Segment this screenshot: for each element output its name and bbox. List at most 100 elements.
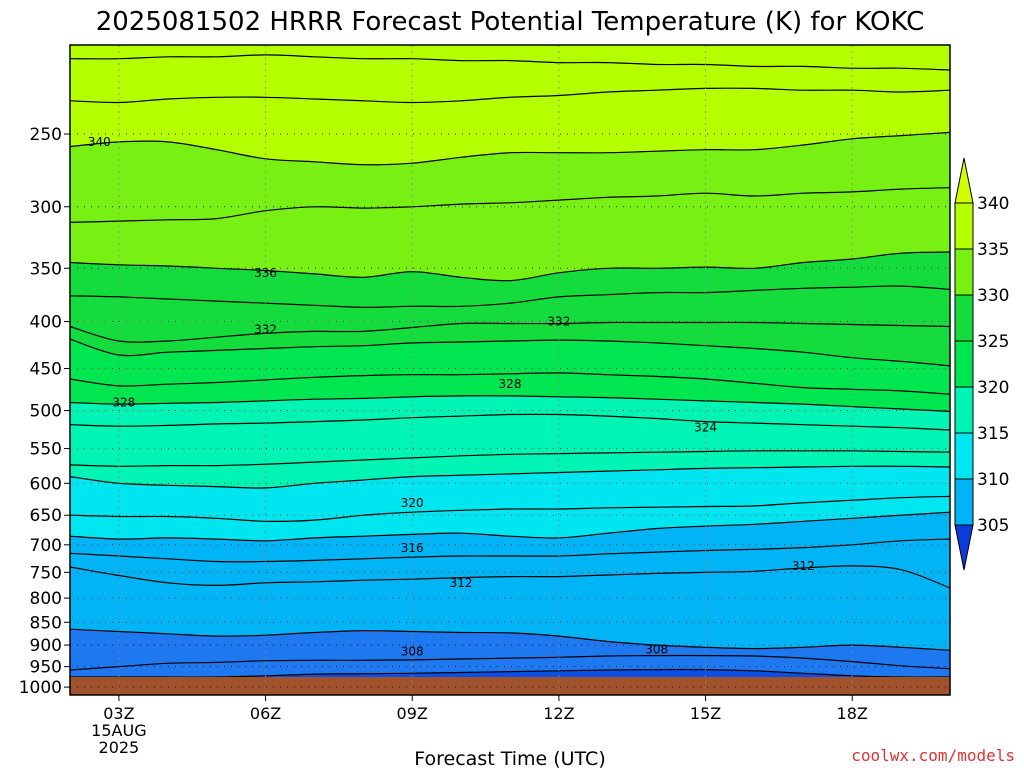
contour-label-328: 328 bbox=[499, 377, 522, 391]
x-tick-label-12z: 12Z bbox=[543, 704, 574, 723]
isotherm-316 bbox=[70, 511, 950, 542]
contour-label-312: 312 bbox=[792, 559, 815, 573]
y-tick-label-300: 300 bbox=[30, 198, 62, 218]
y-tick-label-950: 950 bbox=[30, 658, 62, 678]
contour-label-340: 340 bbox=[88, 135, 111, 149]
isotherm-330 bbox=[70, 338, 950, 367]
contour-label-308: 308 bbox=[645, 642, 668, 656]
colorbar-segment-1 bbox=[954, 248, 974, 296]
isotherm-326 bbox=[70, 395, 950, 412]
x-tick-label-15z: 15Z bbox=[690, 704, 721, 723]
plot-area: 340 336 332 332 328 328 324 320 316 312 312 308 308 bbox=[69, 44, 951, 696]
y-tick-label-800: 800 bbox=[30, 589, 62, 609]
y-tick-label-1000: 1000 bbox=[19, 678, 62, 698]
y-tick-label-600: 600 bbox=[30, 474, 62, 494]
fill-band-340 bbox=[70, 45, 950, 165]
contour-label-text: 320 bbox=[401, 496, 424, 510]
contour-label-332: 332 bbox=[254, 322, 277, 336]
contour-label-text: 336 bbox=[254, 266, 277, 280]
y-tick-label-350: 350 bbox=[30, 259, 62, 279]
isotherm-318 bbox=[70, 495, 950, 522]
colorbar-arrow-bottom bbox=[954, 524, 974, 571]
isotherm-312 bbox=[70, 565, 950, 589]
contour-label-text: 328 bbox=[112, 396, 135, 410]
colorbar-segment-5 bbox=[954, 432, 974, 480]
x-tick-label-06z: 06Z bbox=[250, 704, 281, 723]
contour-label-text: 308 bbox=[645, 642, 668, 656]
contour-labels: 340 336 332 332 328 328 324 320 316 312 312 308 308 bbox=[88, 135, 815, 659]
contour-label-312: 312 bbox=[450, 576, 473, 590]
y-tick-label-750: 750 bbox=[30, 563, 62, 583]
contour-label-324: 324 bbox=[694, 421, 717, 435]
colorbar: 340 335 330 325 320 315 310 305 bbox=[954, 157, 1009, 571]
x-axis-label: Forecast Time (UTC) bbox=[414, 748, 605, 768]
y-tick-label-450: 450 bbox=[30, 360, 62, 380]
plot-frame bbox=[69, 44, 951, 696]
isotherm-328 bbox=[70, 372, 950, 395]
terrain-mask bbox=[70, 676, 950, 695]
y-tick-label-500: 500 bbox=[30, 402, 62, 422]
contour-label-308: 308 bbox=[401, 645, 424, 659]
colorbar-segment-3 bbox=[954, 340, 974, 388]
colorbar-label-330: 330 bbox=[977, 286, 1009, 306]
isotherm-322 bbox=[70, 450, 950, 467]
contour-label-text: 308 bbox=[401, 645, 424, 659]
isotherm-342 bbox=[70, 87, 950, 104]
isotherm-320 bbox=[70, 465, 950, 489]
y-tick-label-850: 850 bbox=[30, 613, 62, 633]
isotherm-338 bbox=[70, 187, 950, 223]
y-axis-ticks: 250 300 350 400 450 500 550 600 650 700 750 800 850 9… bbox=[19, 125, 70, 698]
colorbar-arrow-top bbox=[954, 157, 974, 204]
contour-label-332: 332 bbox=[547, 315, 570, 329]
y-tick-label-550: 550 bbox=[30, 440, 62, 460]
colorbar-label-310: 310 bbox=[977, 470, 1009, 490]
contour-label-text: 340 bbox=[88, 135, 111, 149]
contour-label-320: 320 bbox=[401, 496, 424, 510]
x-tick-label-2025: 2025 bbox=[99, 738, 140, 757]
contour-label-316: 316 bbox=[401, 541, 424, 555]
x-tick-label-18z: 18Z bbox=[837, 704, 868, 723]
contour-label-text: 312 bbox=[792, 559, 815, 573]
contour-label-text: 332 bbox=[254, 322, 277, 336]
grid-lines bbox=[70, 45, 950, 695]
isotherm-332 bbox=[70, 321, 950, 343]
contour-label-text: 324 bbox=[694, 421, 717, 435]
colorbar-label-325: 325 bbox=[977, 332, 1009, 352]
y-tick-label-900: 900 bbox=[30, 636, 62, 656]
y-tick-label-250: 250 bbox=[30, 125, 62, 145]
colorbar-label-340: 340 bbox=[977, 194, 1009, 214]
colorbar-label-320: 320 bbox=[977, 378, 1009, 398]
isotherm-308 bbox=[70, 654, 950, 671]
y-tick-label-700: 700 bbox=[30, 536, 62, 556]
isotherm-334 bbox=[70, 285, 950, 308]
x-tick-label-09z: 09Z bbox=[397, 704, 428, 723]
contour-label-text: 332 bbox=[547, 315, 570, 329]
credit-link[interactable]: coolwx.com/models bbox=[851, 746, 1015, 765]
isotherm-336 bbox=[70, 251, 950, 282]
colorbar-label-305: 305 bbox=[977, 516, 1009, 536]
colorbar-label-315: 315 bbox=[977, 424, 1009, 444]
colorbar-segment-6 bbox=[954, 478, 974, 526]
contour-label-text: 316 bbox=[401, 541, 424, 555]
isotherm-340 bbox=[70, 131, 950, 166]
contour-label-336: 336 bbox=[254, 266, 277, 280]
x-tick-label-15aug: 15AUG bbox=[91, 721, 146, 740]
colorbar-label-335: 335 bbox=[977, 240, 1009, 260]
isotherm-324 bbox=[70, 413, 950, 431]
contour-label-text: 328 bbox=[499, 377, 522, 391]
contour-label-328: 328 bbox=[112, 396, 135, 410]
colorbar-segment-4 bbox=[954, 386, 974, 434]
colorbar-segment-0 bbox=[954, 202, 974, 250]
color-fill-layer bbox=[70, 45, 950, 695]
isotherm-contours bbox=[70, 54, 950, 678]
x-tick-label-03z: 03Z bbox=[103, 704, 134, 723]
y-tick-label-650: 650 bbox=[30, 506, 62, 526]
chart-title: 2025081502 HRRR Forecast Potential Tempe… bbox=[96, 7, 925, 37]
isotherm-344 bbox=[70, 54, 950, 71]
isotherm-314 bbox=[70, 538, 950, 563]
colorbar-segment-2 bbox=[954, 294, 974, 342]
isotherm-310 bbox=[70, 628, 950, 651]
y-tick-label-400: 400 bbox=[30, 313, 62, 333]
